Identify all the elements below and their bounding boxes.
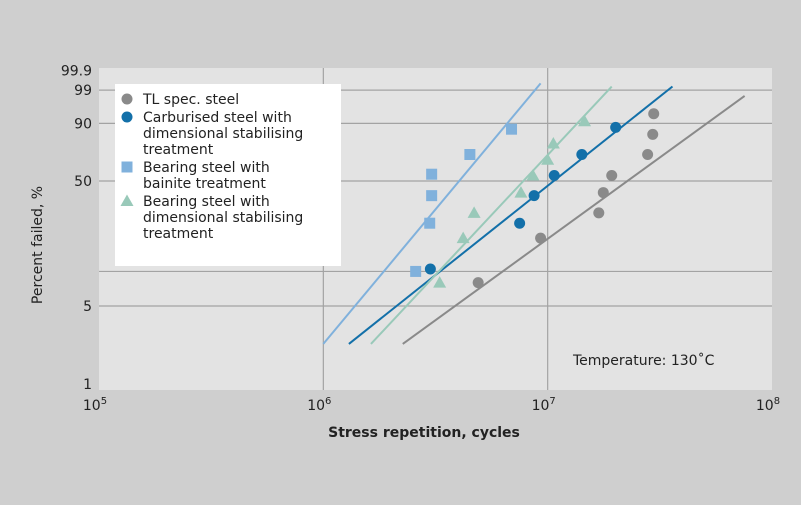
data-point-series-4 xyxy=(546,136,560,149)
fit-line-series-4 xyxy=(370,85,613,345)
y-axis-title: Percent failed, % xyxy=(30,186,46,304)
data-point-series-2 xyxy=(548,170,560,182)
data-point-series-3 xyxy=(426,190,438,202)
y-tick-label: 99.9 xyxy=(61,64,92,80)
legend-label: TL spec. steel xyxy=(142,92,239,108)
data-point-series-2 xyxy=(514,217,526,229)
data-point-series-2 xyxy=(424,263,436,275)
y-tick-label: 99 xyxy=(74,83,92,99)
y-tick-label: 1 xyxy=(83,377,92,393)
data-point-series-3 xyxy=(424,217,436,229)
data-point-series-4 xyxy=(578,114,592,127)
legend-box xyxy=(115,84,341,266)
data-point-series-3 xyxy=(410,265,422,277)
data-point-series-1 xyxy=(597,187,609,199)
data-point-series-2 xyxy=(528,190,540,202)
legend-label: bainite treatment xyxy=(143,176,266,192)
data-point-series-1 xyxy=(472,277,484,289)
y-tick-labels: 99.9 99 90 50 5 1 xyxy=(61,64,92,394)
data-point-series-1 xyxy=(648,108,660,120)
data-point-series-2 xyxy=(576,148,588,160)
data-point-series-1 xyxy=(606,170,618,182)
x-tick-labels: 105 106 107 108 xyxy=(83,396,780,414)
x-tick-label: 105 xyxy=(83,396,107,414)
data-point-series-4 xyxy=(456,231,470,244)
data-point-series-3 xyxy=(464,148,476,160)
data-point-series-4 xyxy=(467,206,481,218)
data-point-series-3 xyxy=(426,168,438,180)
legend-label: dimensional stabilising xyxy=(143,126,303,142)
legend-label: dimensional stabilising xyxy=(143,210,303,226)
data-point-series-2 xyxy=(610,121,622,133)
data-point-series-1 xyxy=(535,232,547,244)
legend-marker-series-2 xyxy=(121,111,133,123)
legend-marker-series-3 xyxy=(121,161,133,173)
legend-label: treatment xyxy=(143,226,214,242)
fit-line-series-1 xyxy=(402,95,746,345)
y-tick-label: 5 xyxy=(83,299,92,315)
x-tick-label: 108 xyxy=(756,396,780,414)
temperature-annotation: Temperature: 130˚C xyxy=(572,352,715,369)
data-point-series-1 xyxy=(593,207,605,219)
data-point-series-3 xyxy=(506,123,518,135)
data-points xyxy=(410,108,660,289)
fit-line-series-3 xyxy=(322,82,542,345)
legend-label: treatment xyxy=(143,142,214,158)
legend-marker-series-1 xyxy=(121,93,133,105)
data-point-series-4 xyxy=(433,276,447,288)
legend-marker-series-4 xyxy=(120,194,134,206)
x-axis-title: Stress repetition, cycles xyxy=(328,425,520,441)
y-tick-label: 90 xyxy=(74,116,92,132)
legend-label: Bearing steel with xyxy=(143,160,270,176)
data-point-series-1 xyxy=(647,128,659,140)
data-point-series-4 xyxy=(514,186,528,198)
data-point-series-4 xyxy=(541,153,555,165)
x-tick-label: 106 xyxy=(307,396,331,414)
legend-label: Carburised steel with xyxy=(143,110,292,126)
y-tick-label: 50 xyxy=(74,174,92,190)
legend-label: Bearing steel with xyxy=(143,194,270,210)
x-tick-label: 107 xyxy=(532,396,556,414)
data-point-series-1 xyxy=(642,148,654,160)
data-point-series-4 xyxy=(526,169,540,181)
